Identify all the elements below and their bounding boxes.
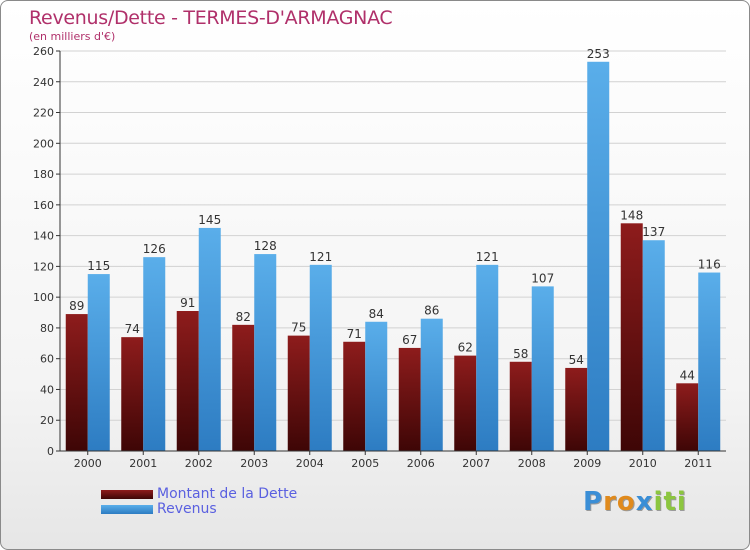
bar-debt-2002 (176, 311, 199, 451)
y-tick-label: 100 (33, 291, 54, 304)
proxiti-logo: Proxiti (583, 487, 687, 517)
data-label-revenus: 253 (587, 47, 610, 61)
data-label-revenus: 116 (698, 258, 721, 272)
logo-letter: r (603, 487, 617, 517)
bar-revenus-2010 (642, 240, 665, 451)
data-label-revenus: 128 (254, 239, 277, 253)
data-label-debt: 71 (347, 327, 362, 341)
y-tick-label: 160 (33, 199, 54, 212)
y-tick-label: 80 (40, 322, 54, 335)
y-tick-label: 120 (33, 260, 54, 273)
bar-revenus-2006 (420, 318, 443, 451)
data-label-debt: 75 (291, 321, 306, 335)
y-tick-label: 20 (40, 414, 54, 427)
legend-label-revenus: Revenus (157, 501, 217, 517)
data-label-revenus: 126 (143, 242, 166, 256)
bar-revenus-2005 (365, 321, 388, 451)
bar-debt-2003 (232, 324, 255, 451)
y-tick-label: 0 (47, 445, 54, 458)
x-tick-label: 2000 (74, 457, 102, 470)
y-tick-label: 200 (33, 137, 54, 150)
bar-revenus-2011 (698, 272, 721, 451)
x-tick-label: 2007 (462, 457, 490, 470)
y-tick-label: 140 (33, 230, 54, 243)
bar-revenus-2003 (254, 254, 277, 451)
data-label-revenus: 84 (369, 307, 384, 321)
y-tick-label: 180 (33, 168, 54, 181)
data-label-revenus: 86 (424, 304, 439, 318)
chart-title: Revenus/Dette - TERMES-D'ARMAGNAC (29, 7, 393, 29)
bar-revenus-2009 (587, 61, 610, 452)
y-tick-label: 240 (33, 76, 54, 89)
x-tick-label: 2004 (296, 457, 324, 470)
bar-revenus-2008 (531, 286, 554, 451)
data-label-debt: 74 (125, 322, 140, 336)
bar-revenus-2004 (309, 264, 332, 451)
bar-debt-2009 (565, 367, 588, 451)
x-tick-label: 2010 (629, 457, 657, 470)
bar-debt-2001 (121, 337, 144, 451)
y-tick-label: 260 (33, 45, 54, 58)
data-label-debt: 62 (458, 341, 473, 355)
x-tick-label: 2009 (573, 457, 601, 470)
bar-debt-2008 (509, 361, 532, 451)
y-tick-label: 60 (40, 353, 54, 366)
data-label-debt: 67 (402, 333, 417, 347)
bar-debt-2011 (676, 383, 699, 451)
x-tick-label: 2008 (518, 457, 546, 470)
legend-swatch-revenus (101, 505, 153, 514)
bar-revenus-2007 (476, 264, 499, 451)
data-label-debt: 44 (680, 368, 695, 382)
bar-debt-2005 (343, 341, 366, 451)
data-label-debt: 54 (569, 353, 584, 367)
logo-letter: i (653, 487, 664, 517)
data-label-debt: 91 (180, 296, 195, 310)
bar-revenus-2002 (198, 227, 221, 451)
y-tick-label: 220 (33, 107, 54, 120)
data-label-debt: 82 (236, 310, 251, 324)
x-tick-label: 2002 (185, 457, 213, 470)
x-tick-label: 2001 (129, 457, 157, 470)
x-tick-label: 2011 (684, 457, 712, 470)
legend-label-debt: Montant de la Dette (157, 486, 298, 502)
logo-letter: i (676, 487, 687, 517)
bar-debt-2010 (620, 223, 643, 451)
bar-revenus-2001 (143, 257, 166, 451)
data-label-debt: 58 (513, 347, 528, 361)
legend-swatch-debt (101, 490, 153, 499)
data-label-revenus: 107 (531, 271, 554, 285)
bar-revenus-2000 (87, 274, 110, 451)
bar-debt-2007 (454, 355, 477, 451)
data-label-revenus: 145 (198, 213, 221, 227)
bar-debt-2006 (398, 347, 421, 451)
data-label-debt: 89 (69, 299, 84, 313)
x-tick-label: 2003 (240, 457, 268, 470)
bar-debt-2004 (287, 335, 310, 451)
data-label-revenus: 121 (309, 250, 332, 264)
logo-letter: o (616, 487, 636, 517)
chart-subtitle: (en milliers d'€) (29, 30, 116, 43)
x-tick-label: 2005 (351, 457, 379, 470)
y-tick-label: 40 (40, 383, 54, 396)
logo-letter: P (583, 487, 604, 517)
data-label-revenus: 121 (476, 250, 499, 264)
data-label-debt: 148 (620, 208, 643, 222)
bar-debt-2000 (65, 314, 88, 451)
data-label-revenus: 115 (87, 259, 110, 273)
data-label-revenus: 137 (642, 225, 665, 239)
x-tick-label: 2006 (407, 457, 435, 470)
logo-letter: x (635, 487, 654, 517)
logo-letter: t (663, 487, 677, 517)
